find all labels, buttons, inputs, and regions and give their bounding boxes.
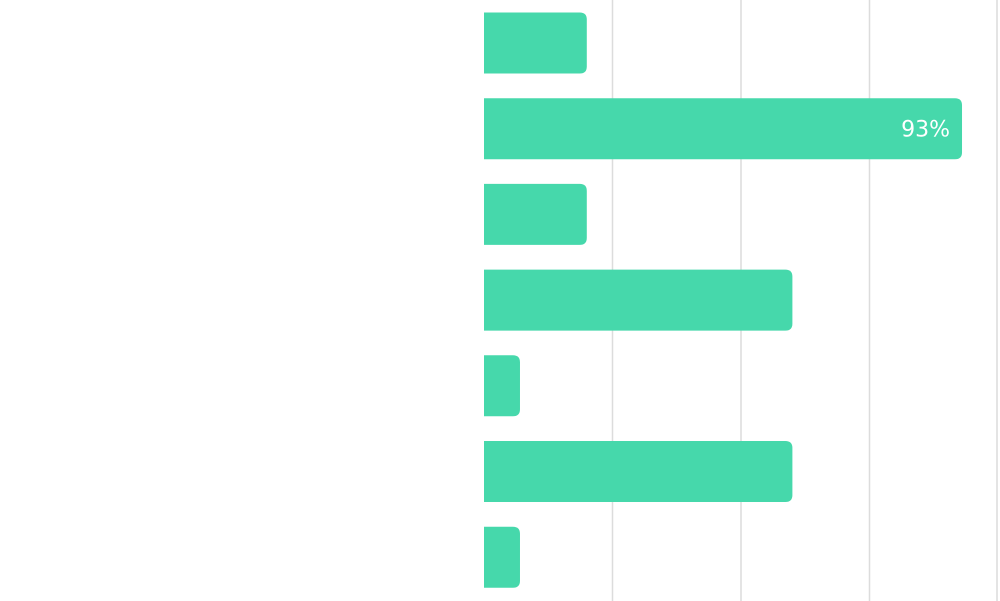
bar-4 bbox=[484, 269, 793, 331]
bar-7 bbox=[484, 526, 520, 588]
bar-1 bbox=[484, 12, 587, 74]
bar-3 bbox=[484, 183, 587, 245]
data-labels: 93% bbox=[901, 118, 950, 143]
bar-5 bbox=[484, 355, 520, 417]
bar-2 bbox=[484, 98, 963, 160]
bars bbox=[484, 12, 963, 588]
data-label-2: 93% bbox=[901, 118, 950, 143]
bar-6 bbox=[484, 441, 793, 502]
